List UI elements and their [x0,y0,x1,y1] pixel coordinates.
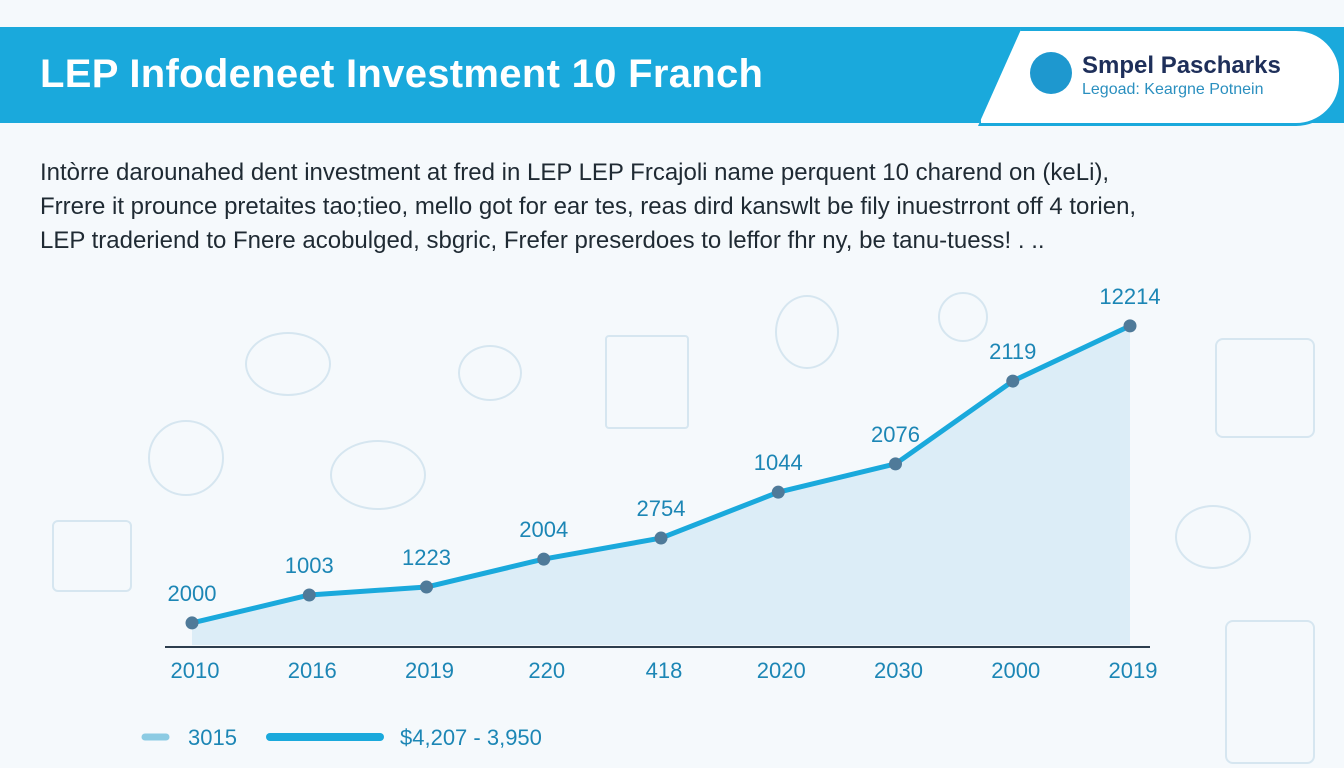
coin-decoration-icon [775,295,839,369]
calculator-decoration-icon [1225,620,1315,764]
logo-subtitle: Legoad: Keargne Potnein [1082,81,1264,98]
coin-decoration-icon [148,420,224,496]
intro-line: Frrere it prounce pretaites tao;tieo, me… [40,193,1137,220]
legend-label-2: $4,207 - 3,950 [400,725,542,750]
x-tick-label: 2000 [991,658,1040,683]
legend-label-1: 3015 [188,725,237,750]
data-point-marker [1123,319,1137,333]
data-point-marker [302,588,316,602]
data-point-marker [771,485,785,499]
building-decoration-icon [605,335,689,429]
data-point-marker [537,552,551,566]
intro-paragraph: Intòrre darounahed dent investment at fr… [40,156,1320,258]
data-label: 1044 [754,450,803,475]
coin-decoration-icon [330,440,426,510]
calculator-decoration-icon [52,520,132,592]
coin-decoration-icon [1175,505,1251,569]
data-label: 2076 [871,422,920,447]
x-tick-label: 2030 [874,658,923,683]
data-label: 2000 [168,581,217,606]
x-tick-label: 2019 [405,658,454,683]
data-label: 1223 [402,545,451,570]
globe-logo-icon [1030,52,1072,94]
intro-line: Intòrre darounahed dent investment at fr… [40,159,1110,186]
coin-decoration-icon [245,332,331,396]
data-label: 1003 [285,553,334,578]
data-point-marker [889,457,902,471]
calculator-decoration-icon [1215,338,1315,438]
data-label: 2754 [637,496,686,521]
coin-decoration-icon [938,292,988,342]
x-tick-label: 2020 [757,658,806,683]
logo-name: Smpel Pascharks [1082,52,1281,79]
data-point-marker [185,616,199,630]
x-tick-label: 220 [528,658,565,683]
data-label: 12214 [1099,284,1160,309]
x-tick-label: 418 [646,658,683,683]
intro-line: LEP traderiend to Fnere acobulged, sbgri… [40,227,1045,254]
page-title: LEP Infodeneet Investment 10 Franch [40,52,764,96]
area-fill [192,325,1130,645]
coin-decoration-icon [458,345,522,401]
x-tick-label: 2019 [1109,658,1158,683]
x-tick-label: 2016 [288,658,337,683]
data-point-marker [1006,374,1020,388]
data-label: 2119 [989,339,1036,364]
x-tick-label: 2010 [171,658,220,683]
data-point-marker [654,531,668,545]
data-point-marker [420,580,433,594]
data-label: 2004 [519,517,568,542]
